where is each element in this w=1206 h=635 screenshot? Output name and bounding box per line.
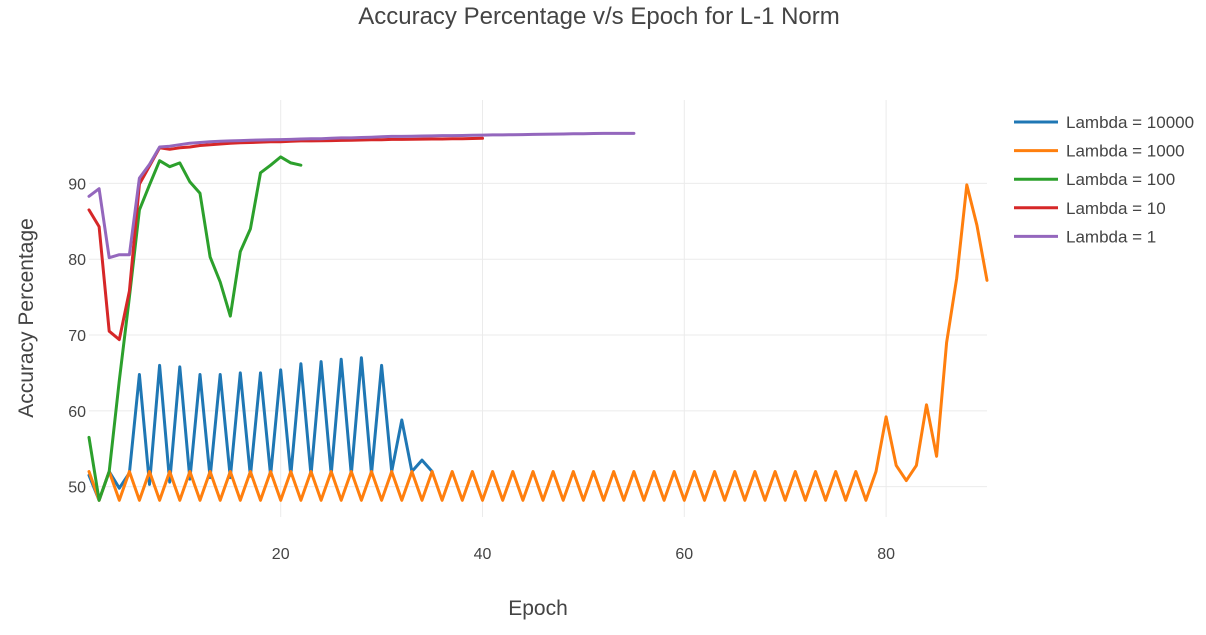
x-tick-label: 60 (675, 546, 693, 563)
legend: Lambda = 10000 Lambda = 1000 Lambda = 100 L… (1014, 113, 1194, 246)
legend-label: Lambda = 1000 (1066, 142, 1185, 161)
y-tick-label: 50 (68, 480, 86, 497)
y-axis-title: Accuracy Percentage (15, 218, 38, 418)
series-line-2 (87, 183, 989, 502)
legend-label: Lambda = 10 (1066, 199, 1166, 218)
x-tick-label: 40 (474, 546, 492, 563)
series-line-3 (87, 155, 303, 502)
tick-labels: 20 40 60 80 50 60 70 80 90 (68, 176, 895, 563)
chart-title: Accuracy Percentage v/s Epoch for L-1 No… (358, 3, 840, 30)
series-line-1 (87, 356, 434, 502)
legend-label: Lambda = 10000 (1066, 113, 1194, 132)
y-tick-label: 90 (68, 176, 86, 193)
x-tick-label: 20 (272, 546, 290, 563)
series-lines (87, 131, 989, 502)
y-tick-label: 70 (68, 328, 86, 345)
legend-label: Lambda = 1 (1066, 227, 1156, 246)
x-tick-label: 80 (877, 546, 895, 563)
gridlines (89, 100, 987, 517)
x-axis-title: Epoch (508, 597, 568, 620)
legend-label: Lambda = 100 (1066, 170, 1175, 189)
series-line-5 (87, 131, 636, 260)
y-tick-label: 80 (68, 252, 86, 269)
y-tick-label: 60 (68, 404, 86, 421)
